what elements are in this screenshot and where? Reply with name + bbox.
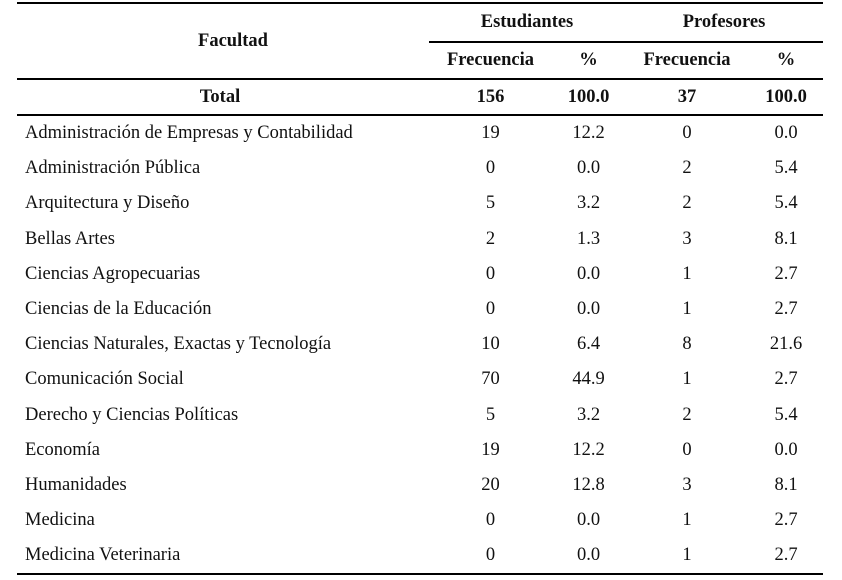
- estudiantes-percent-cell: 44.9: [572, 369, 605, 390]
- profesores-frecuencia-cell: 1: [682, 369, 692, 390]
- profesores-percent-cell: 8.1: [774, 228, 798, 249]
- facultad-cell: Ciencias Naturales, Exactas y Tecnología: [25, 334, 332, 355]
- profesores-percent-cell: 2.7: [774, 369, 798, 390]
- estudiantes-frecuencia-cell: 0: [485, 158, 496, 179]
- table-body: Total 156 100.0 37 100.0 Administración …: [17, 78, 824, 576]
- profesores-frecuencia-cell: 2: [682, 158, 692, 179]
- facultad-cell: Bellas Artes: [25, 228, 115, 249]
- total-label: Total: [17, 78, 429, 116]
- header-row-groups: Facultad Estudiantes Profesores: [17, 2, 824, 79]
- facultad-cell: Derecho y Ciencias Políticas: [25, 404, 239, 425]
- table-row: Ciencias Agropecuarias 0 0.0 1 2.7: [17, 257, 823, 292]
- facultad-cell: Administración de Empresas y Contabilida…: [25, 123, 353, 144]
- estudiantes-percent-cell: 1.3: [576, 228, 601, 249]
- profesores-percent-cell: 21.6: [769, 334, 803, 355]
- estudiantes-frecuencia-cell: 0: [485, 299, 496, 320]
- estudiantes-frecuencia-cell: 19: [481, 439, 500, 460]
- facultad-cell: Economía: [25, 439, 101, 460]
- profesores-percent-cell: 5.4: [774, 404, 798, 425]
- estudiantes-percent-cell: 0.0: [552, 538, 625, 576]
- profesores-frecuencia-cell: 2: [682, 193, 692, 214]
- profesores-frecuencia-cell: 3: [682, 228, 692, 249]
- profesores-percent-cell: 2.7: [774, 263, 798, 284]
- profesores-frecuencia-cell: 8: [682, 334, 692, 355]
- estudiantes-frecuencia-cell: 0: [485, 510, 496, 531]
- profesores-frecuencia-cell: 1: [682, 299, 692, 320]
- estudiantes-percent-cell: 3.2: [576, 193, 601, 214]
- estudiantes-frecuencia-cell: 10: [481, 334, 500, 355]
- estudiantes-frecuencia-cell: 19: [481, 123, 500, 144]
- faculty-distribution-table: Facultad Estudiantes Profesores Frecuenc…: [17, 2, 824, 576]
- facultad-cell: Comunicación Social: [25, 369, 184, 390]
- estudiantes-frecuencia-cell: 20: [481, 474, 500, 495]
- profesores-percent-header: %: [776, 50, 796, 70]
- table-row: Comunicación Social 70 44.9 1 2.7: [17, 362, 823, 397]
- table-row: Bellas Artes 2 1.3 3 8.1: [17, 222, 823, 257]
- profesores-frecuencia-cell: 1: [682, 263, 692, 284]
- total-profesores-frecuencia: 37: [625, 78, 749, 116]
- table-row: Administración de Empresas y Contabilida…: [17, 115, 823, 151]
- total-estudiantes-frecuencia: 156: [429, 78, 552, 116]
- facultad-cell: Ciencias Agropecuarias: [25, 263, 201, 284]
- estudiantes-frecuencia-cell: 0: [429, 538, 552, 576]
- facultad-cell: Medicina Veterinaria: [17, 538, 429, 576]
- estudiantes-percent-cell: 0.0: [576, 158, 601, 179]
- header-row-columns: Frecuencia % Frecuencia %: [17, 42, 823, 79]
- estudiantes-frecuencia-cell: 5: [485, 404, 496, 425]
- estudiantes-percent-cell: 6.4: [576, 334, 601, 355]
- profesores-percent-cell: 5.4: [774, 193, 798, 214]
- facultad-cell: Administración Pública: [25, 158, 201, 179]
- table-header: Facultad Estudiantes Profesores Frecuenc…: [17, 2, 824, 79]
- estudiantes-frecuencia-cell: 0: [485, 263, 496, 284]
- total-profesores-percent: 100.0: [749, 78, 824, 116]
- profesores-percent-cell: 0.0: [774, 439, 798, 460]
- estudiantes-frecuencia-cell: 5: [485, 193, 496, 214]
- table-row: Ciencias Naturales, Exactas y Tecnología…: [17, 327, 823, 362]
- total-row: Total 156 100.0 37 100.0: [17, 78, 824, 116]
- estudiantes-percent-cell: 12.2: [572, 439, 605, 460]
- table-row: Medicina 0 0.0 1 2.7: [17, 503, 823, 538]
- table-row: Administración Pública 0 0.0 2 5.4: [17, 151, 823, 186]
- estudiantes-percent-cell: 0.0: [576, 299, 601, 320]
- facultad-cell: Medicina: [25, 510, 95, 531]
- profesores-frecuencia-cell: 2: [682, 404, 692, 425]
- profesores-group-header: Profesores: [625, 2, 824, 43]
- facultad-cell: Ciencias de la Educación: [25, 299, 212, 320]
- table-row: Economía 19 12.2 0 0.0: [17, 433, 823, 468]
- profesores-percent-cell: 5.4: [774, 158, 798, 179]
- estudiantes-percent-cell: 3.2: [576, 404, 601, 425]
- facultad-cell: Arquitectura y Diseño: [25, 193, 190, 214]
- profesores-frecuencia-cell: 0: [682, 123, 692, 144]
- table-row: Medicina Veterinaria 0 0.0 1 2.7: [17, 538, 824, 576]
- profesores-frecuencia-cell: 1: [682, 510, 692, 531]
- table-row: Humanidades 20 12.8 3 8.1: [17, 468, 823, 503]
- profesores-frecuencia-header: Frecuencia: [643, 50, 731, 70]
- estudiantes-frecuencia-cell: 2: [485, 228, 496, 249]
- total-estudiantes-percent: 100.0: [552, 78, 625, 116]
- estudiantes-percent-cell: 12.2: [572, 123, 605, 144]
- estudiantes-group-header: Estudiantes: [429, 2, 625, 43]
- estudiantes-frecuencia-header: Frecuencia: [447, 50, 534, 70]
- table-row: Derecho y Ciencias Políticas 5 3.2 2 5.4: [17, 398, 823, 433]
- profesores-percent-cell: 2.7: [774, 299, 798, 320]
- estudiantes-frecuencia-cell: 70: [481, 369, 500, 390]
- facultad-cell: Humanidades: [25, 474, 127, 495]
- profesores-percent-cell: 2.7: [749, 538, 824, 576]
- profesores-percent-cell: 8.1: [774, 474, 798, 495]
- estudiantes-percent-cell: 12.8: [572, 474, 605, 495]
- profesores-percent-cell: 2.7: [774, 510, 798, 531]
- profesores-frecuencia-cell: 0: [682, 439, 692, 460]
- table-row: Arquitectura y Diseño 5 3.2 2 5.4: [17, 186, 823, 221]
- estudiantes-percent-cell: 0.0: [576, 263, 601, 284]
- estudiantes-percent-header: %: [579, 50, 598, 70]
- table-row: Ciencias de la Educación 0 0.0 1 2.7: [17, 292, 823, 327]
- profesores-percent-cell: 0.0: [774, 123, 798, 144]
- profesores-frecuencia-cell: 1: [625, 538, 749, 576]
- estudiantes-percent-cell: 0.0: [576, 510, 601, 531]
- facultad-column-header: Facultad: [17, 2, 429, 79]
- profesores-frecuencia-cell: 3: [682, 474, 692, 495]
